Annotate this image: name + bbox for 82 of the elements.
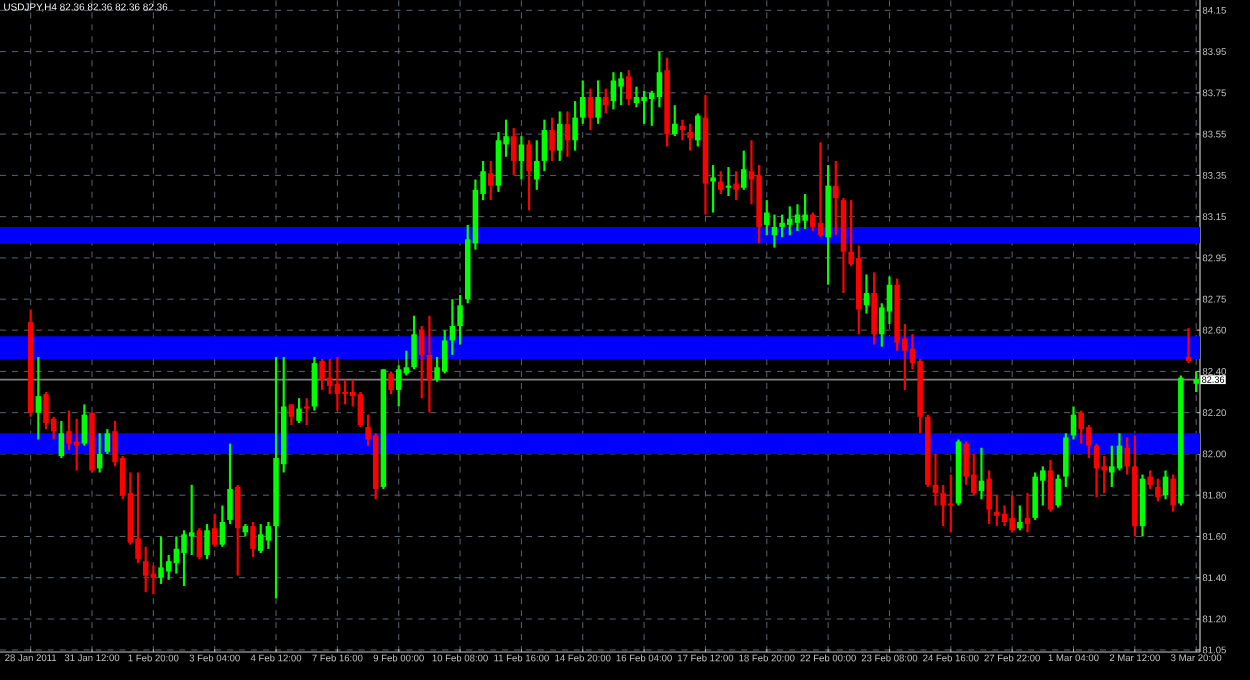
candlestick — [948, 473, 954, 534]
candlestick — [549, 116, 555, 163]
candlestick — [618, 71, 624, 107]
candlestick — [441, 329, 448, 375]
candlestick — [994, 494, 1000, 528]
candlestick — [165, 553, 172, 581]
candlestick — [733, 170, 739, 202]
candlestick — [35, 355, 42, 441]
candlestick — [457, 293, 463, 346]
candlestick — [787, 205, 793, 237]
candlestick — [1193, 370, 1199, 394]
candlestick — [1017, 504, 1023, 532]
candlestick — [234, 483, 241, 577]
candlestick — [695, 112, 701, 148]
candlestick — [641, 89, 647, 125]
candlestick — [541, 118, 548, 173]
candlestick — [587, 87, 594, 132]
candlestick — [411, 314, 417, 371]
candlestick — [1055, 473, 1061, 509]
candlestick — [518, 135, 525, 181]
candlestick — [1047, 459, 1054, 513]
candlestick — [181, 529, 187, 588]
candlestick — [395, 364, 402, 408]
candlestick — [1032, 471, 1038, 522]
candlestick — [104, 428, 111, 456]
candlestick — [626, 69, 632, 107]
candlestick — [58, 419, 65, 460]
candlestick — [1124, 436, 1130, 476]
candlestick — [556, 110, 563, 163]
candlestick — [579, 79, 586, 125]
candlestick — [871, 271, 877, 346]
candlestick — [81, 403, 88, 447]
candlestick — [1155, 477, 1161, 503]
candlestick — [487, 159, 494, 202]
candlestick — [311, 355, 318, 412]
candlestick — [227, 442, 233, 526]
candlestick — [1139, 473, 1146, 538]
candlestick — [66, 409, 72, 451]
candlestick — [687, 122, 693, 152]
candlestick — [718, 170, 724, 196]
candlestick — [963, 440, 969, 486]
candlestick — [741, 149, 747, 191]
candlestick — [426, 314, 433, 414]
candlestick — [971, 452, 977, 497]
candlestick — [656, 50, 663, 109]
candlestick — [303, 397, 310, 427]
candlestick — [886, 275, 893, 326]
candlestick — [1078, 409, 1084, 445]
candlestick — [211, 512, 218, 548]
candlestick — [572, 100, 578, 152]
candlestick — [510, 126, 517, 177]
candlestick — [1170, 473, 1176, 513]
candlestick — [986, 469, 992, 526]
candlestick — [265, 520, 272, 550]
candlestick — [250, 520, 256, 559]
candlestick — [388, 370, 394, 396]
candlestick — [296, 397, 302, 425]
candlestick — [43, 390, 49, 431]
candlestick — [135, 471, 141, 565]
candlestick — [142, 545, 149, 594]
candlestick — [672, 104, 678, 138]
candlestick — [833, 159, 839, 237]
candlestick — [342, 378, 348, 406]
candlestick — [158, 535, 164, 586]
candlestick — [257, 522, 264, 555]
candlestick — [495, 130, 502, 193]
candlestick — [526, 139, 532, 212]
candlestick — [1147, 469, 1153, 491]
candlestick — [610, 71, 617, 111]
candlestick — [357, 390, 364, 429]
candlestick — [319, 357, 325, 392]
candlestick — [418, 324, 425, 400]
candlestick — [595, 79, 601, 125]
candlestick — [710, 163, 716, 214]
candlestick — [219, 504, 226, 548]
candlestick — [603, 87, 609, 115]
candlestick — [1009, 494, 1015, 534]
candlestick — [196, 527, 203, 561]
candlestick — [725, 166, 732, 198]
candlestick — [802, 192, 808, 231]
candlestick — [288, 403, 295, 427]
candlestick — [204, 522, 210, 561]
